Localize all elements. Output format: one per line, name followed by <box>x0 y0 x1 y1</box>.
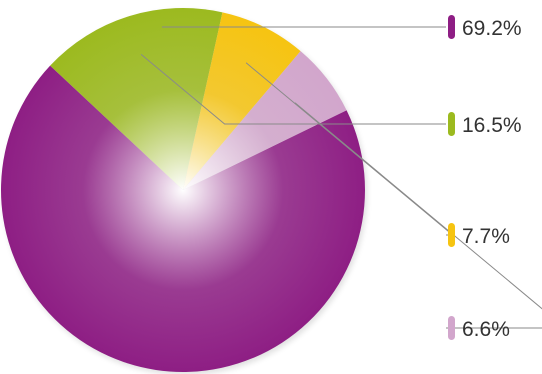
pie-slice-3 <box>183 12 301 190</box>
slice-label-3: 7.7% <box>462 225 510 248</box>
slice-label-1: 69.2% <box>462 17 522 40</box>
leader-line-4 <box>294 102 542 329</box>
slice-label-2: 16.5% <box>462 114 522 137</box>
pie-slice-4 <box>183 51 347 190</box>
slice-label-4: 6.6% <box>462 318 510 341</box>
legend-labels: 69.2% 16.5% 7.7% 6.6% <box>462 17 522 341</box>
pie-slices <box>0 8 365 373</box>
legend-marker-2 <box>448 112 455 136</box>
legend-marker-1 <box>448 15 455 39</box>
pie-slice-2 <box>50 8 223 190</box>
leader-line-2 <box>140 54 446 125</box>
legend-markers <box>448 15 455 340</box>
legend-marker-4 <box>448 316 455 340</box>
legend-marker-3 <box>448 223 455 247</box>
pie-slice-1 <box>0 65 365 373</box>
